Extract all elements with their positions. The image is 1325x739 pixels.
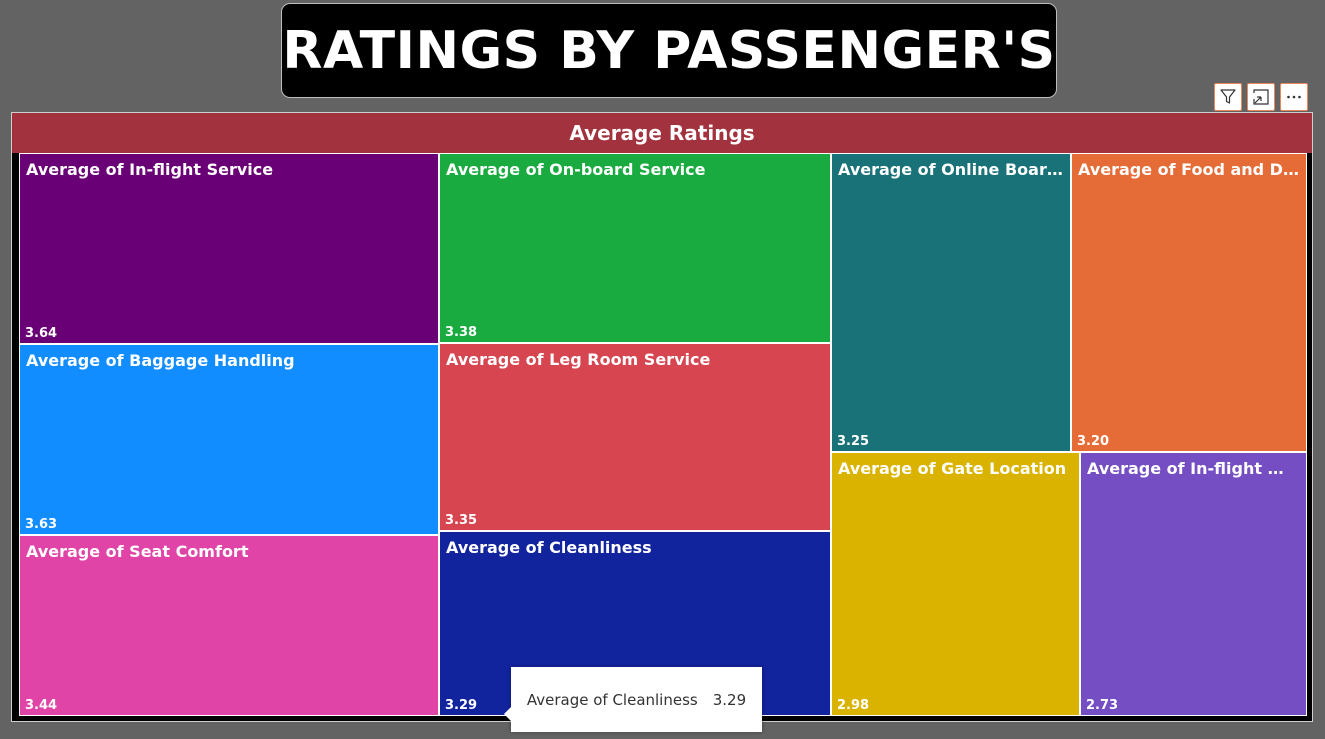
treemap-tile[interactable]: Average of Online Boardi... 3.25 [831,153,1071,452]
focus-mode-icon [1253,89,1269,105]
tile-value: 3.63 [25,517,58,532]
treemap-tile[interactable]: Average of In-flight Wi... 2.73 [1080,452,1307,716]
page-title-box: RATINGS BY PASSENGER'S [281,3,1057,98]
treemap-area: Average of In-flight Service 3.64 Average … [19,153,1307,716]
tile-value: 3.20 [1077,434,1110,449]
treemap-tile[interactable]: Average of In-flight Service 3.64 [19,153,439,344]
more-options-icon [1287,95,1301,99]
treemap-tile[interactable]: Average of Gate Location 2.98 [831,452,1080,716]
tooltip-label: Average of Cleanliness [526,690,698,709]
treemap-visual: Average Ratings Average of In-flight Ser… [11,112,1313,722]
chart-title: Average Ratings [12,113,1312,153]
tile-value: 2.98 [837,698,870,713]
treemap-tile[interactable]: Average of Leg Room Service 3.35 [439,343,831,531]
filter-button[interactable] [1214,83,1242,111]
filter-icon [1220,89,1236,104]
tile-label: Average of In-flight Wi... [1087,459,1300,478]
more-options-button[interactable] [1280,83,1308,111]
tile-label: Average of In-flight Service [26,160,274,179]
tile-value: 3.35 [445,513,478,528]
focus-mode-button[interactable] [1247,83,1275,111]
tile-label: Average of On-board Service [446,160,706,179]
treemap-tile[interactable]: Average of On-board Service 3.38 [439,153,831,343]
tile-label: Average of Online Boardi... [838,160,1064,179]
tile-label: Average of Baggage Handling [26,351,295,370]
treemap-tile[interactable]: Average of Seat Comfort 3.44 [19,535,439,716]
tile-value: 3.25 [837,434,870,449]
tile-value: 3.44 [25,698,58,713]
treemap-tile[interactable]: Average of Food and Dri... 3.20 [1071,153,1307,452]
tile-label: Average of Seat Comfort [26,542,249,561]
tile-value: 3.38 [445,325,478,340]
tile-label: Average of Gate Location [838,459,1067,478]
tile-label: Average of Cleanliness [446,538,652,557]
visual-toolbar [1214,83,1308,111]
tooltip-value: 3.29 [712,690,747,709]
tooltip-caret [504,707,511,721]
tile-value: 3.64 [25,326,58,341]
tooltip: Average of Cleanliness 3.29 [504,667,762,732]
tile-label: Average of Food and Dri... [1078,160,1300,179]
tile-value: 2.73 [1086,698,1119,713]
tile-label: Average of Leg Room Service [446,350,711,369]
treemap-tile[interactable]: Average of Baggage Handling 3.63 [19,344,439,535]
tile-value: 3.29 [445,698,478,713]
page-title: RATINGS BY PASSENGER'S [282,20,1056,81]
